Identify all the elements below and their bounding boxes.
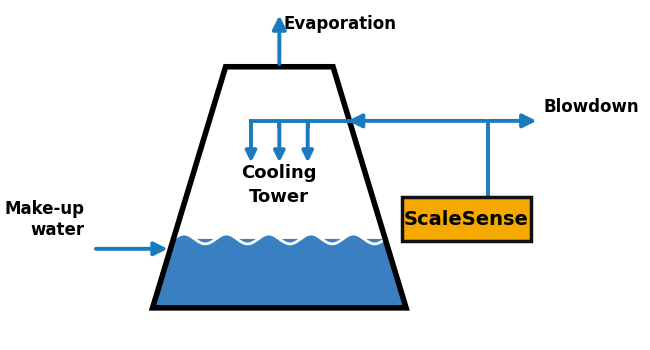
Text: Cooling
Tower: Cooling Tower	[242, 164, 317, 206]
Text: ScaleSense: ScaleSense	[404, 210, 528, 229]
Text: Blowdown: Blowdown	[543, 98, 639, 116]
Text: Evaporation: Evaporation	[283, 15, 396, 33]
Polygon shape	[153, 239, 406, 308]
FancyBboxPatch shape	[402, 197, 530, 242]
Text: Make-up
water: Make-up water	[5, 200, 84, 239]
